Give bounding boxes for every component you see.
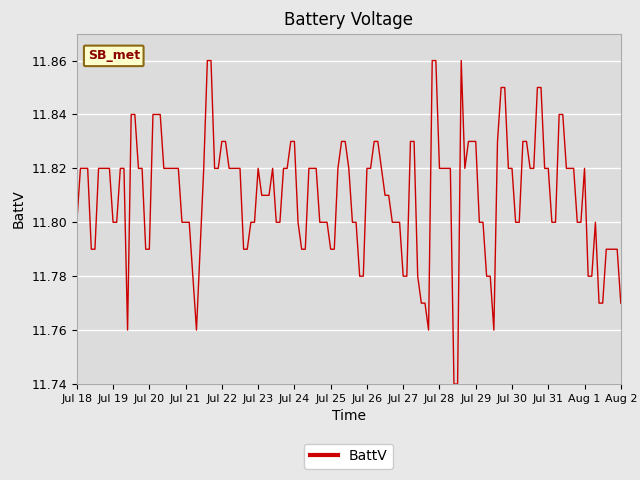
Legend: BattV: BattV	[305, 444, 393, 468]
X-axis label: Time: Time	[332, 409, 366, 423]
Title: Battery Voltage: Battery Voltage	[284, 11, 413, 29]
Text: SB_met: SB_met	[88, 49, 140, 62]
Y-axis label: BattV: BattV	[12, 190, 26, 228]
